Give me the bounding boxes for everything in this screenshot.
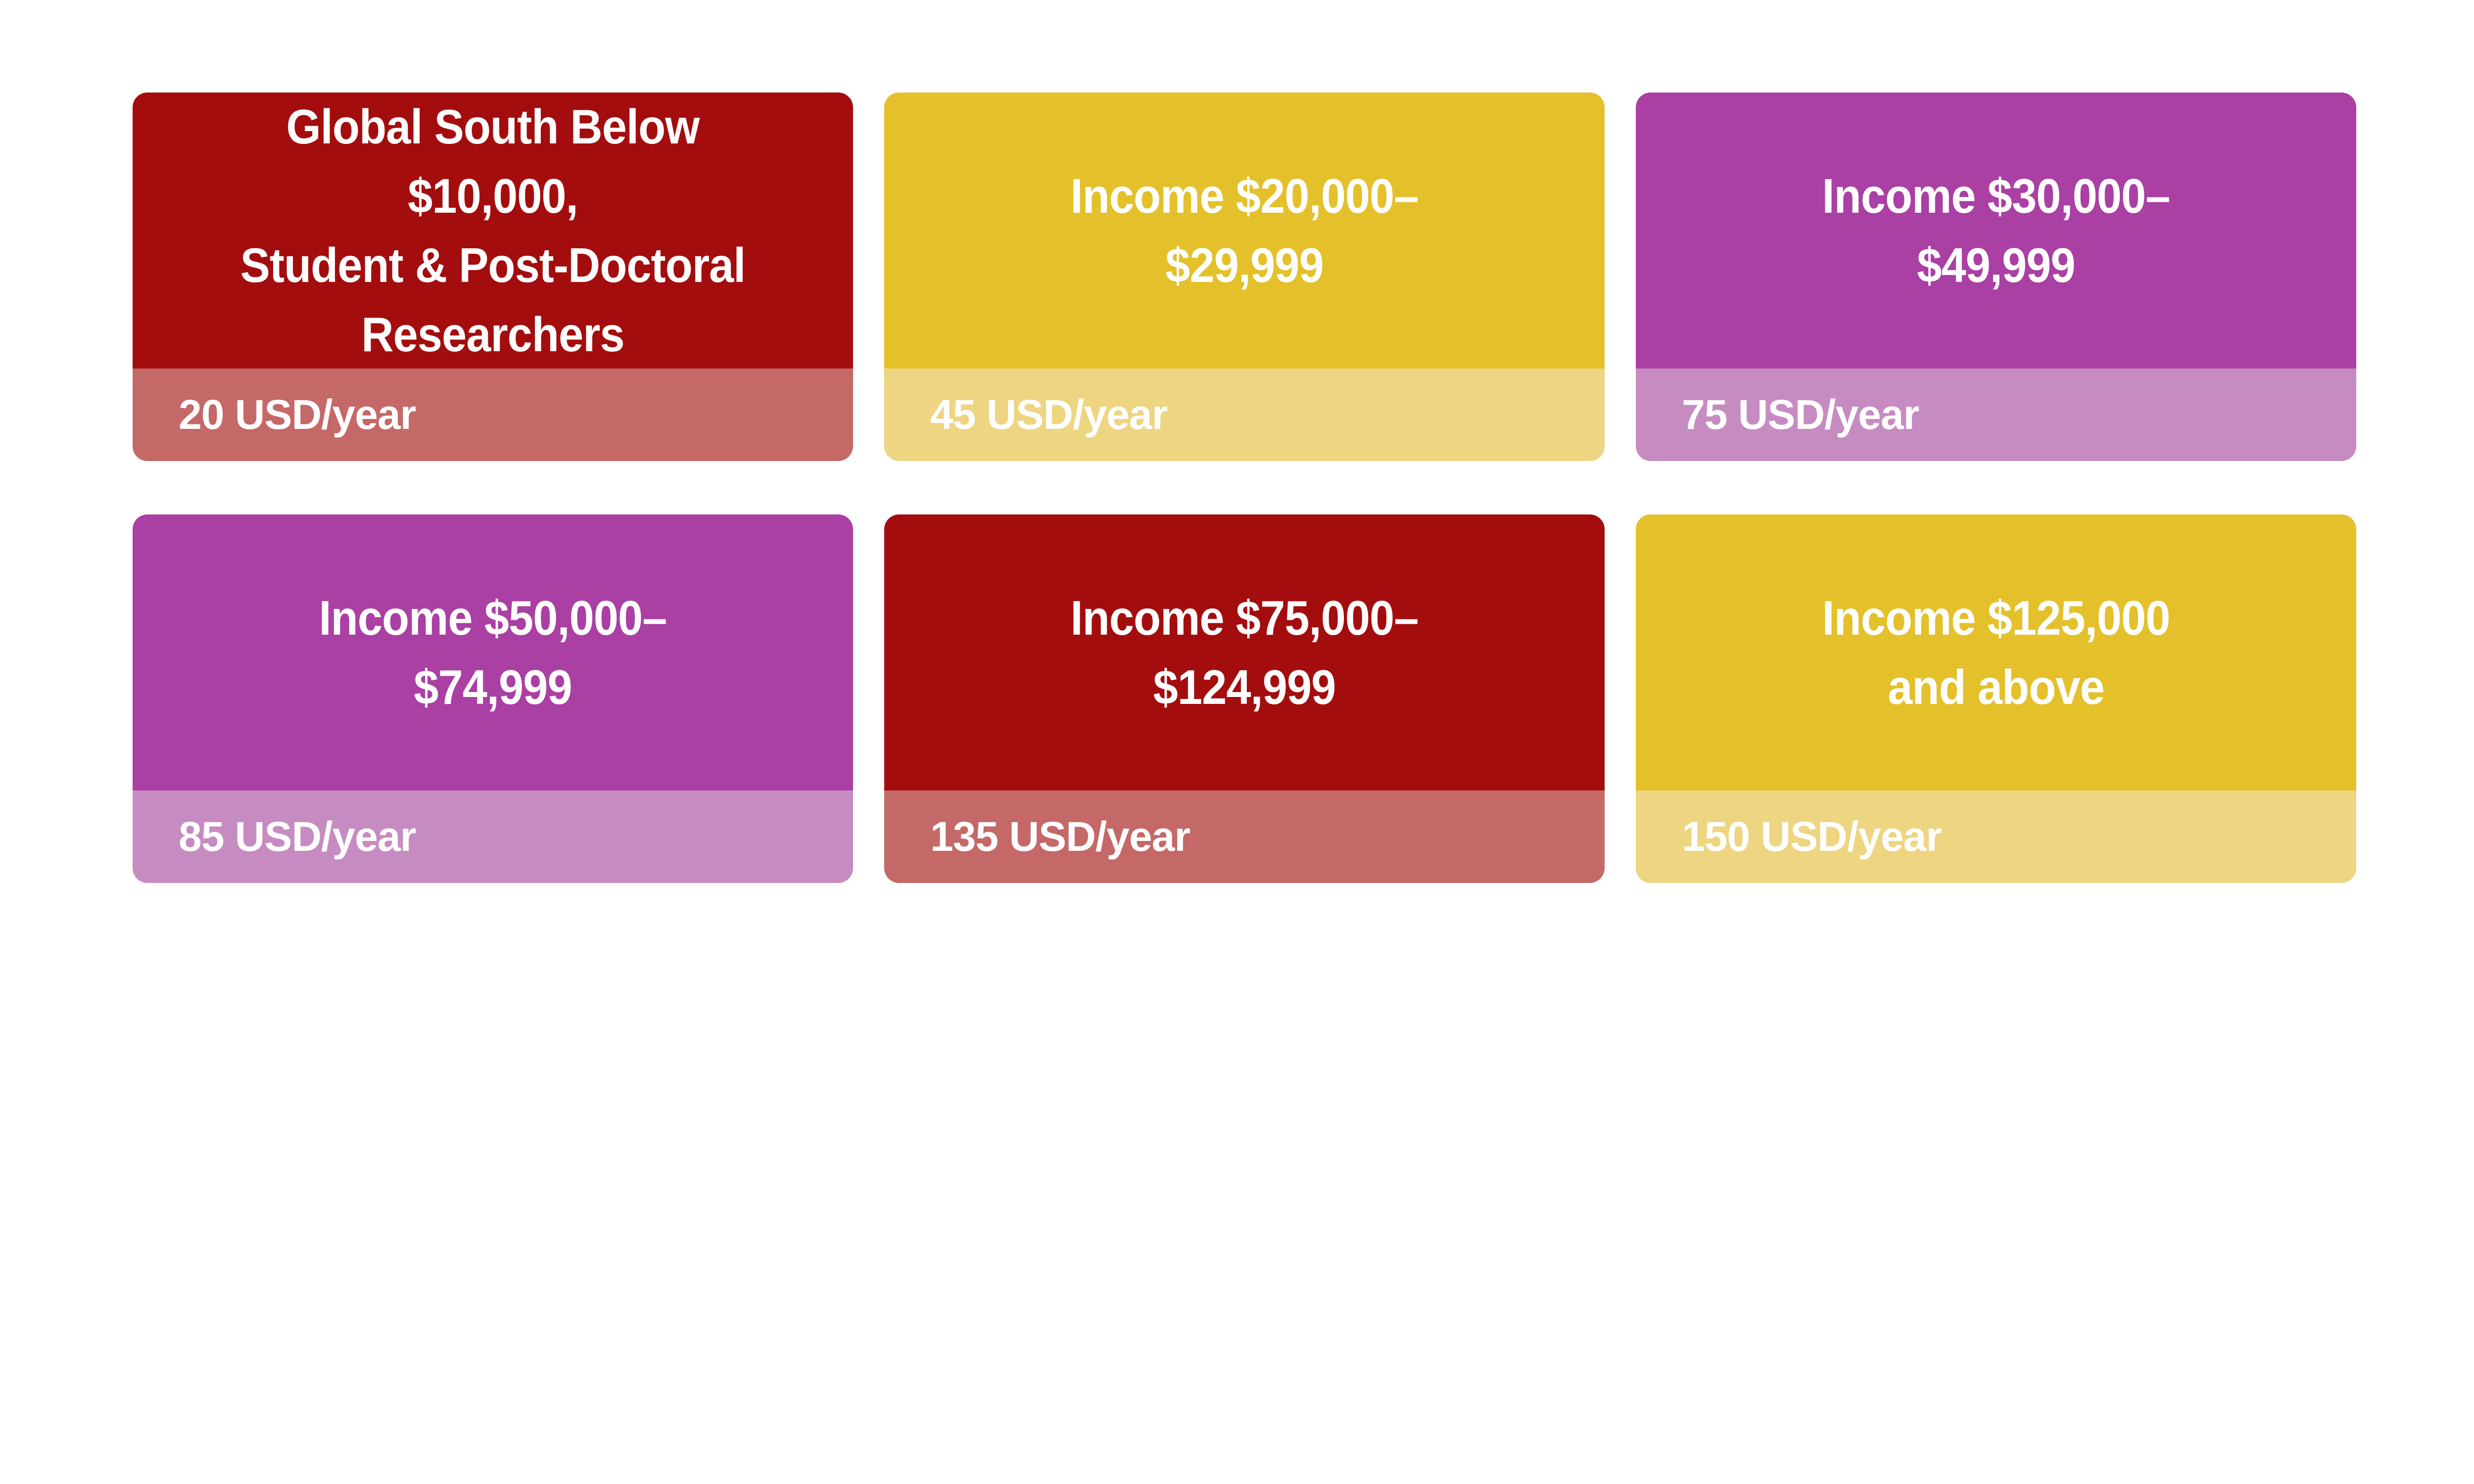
card-title: Income $20,000– $29,999 [884,161,1605,300]
card-title-line: Student & Post-Doctoral [240,238,746,292]
price-label: 20 USD/year [179,391,416,438]
membership-tier-card-4: Income $50,000– $74,999 85 USD/year [133,514,853,883]
membership-tier-card-1: Global South Below $10,000, Student & Po… [133,93,853,461]
card-header: Income $20,000– $29,999 [884,93,1605,369]
card-title: Global South Below $10,000, Student & Po… [133,93,853,369]
card-header: Income $50,000– $74,999 [133,514,853,790]
card-footer: 150 USD/year [1636,790,2356,883]
price-label: 45 USD/year [930,391,1168,438]
card-footer: 75 USD/year [1636,369,2356,461]
card-title: Income $50,000– $74,999 [133,583,853,722]
card-header: Income $30,000– $49,999 [1636,93,2356,369]
card-title-line: $49,999 [1917,238,2075,292]
card-footer: 135 USD/year [884,790,1605,883]
card-title-line: and above [1888,660,2105,714]
card-footer: 45 USD/year [884,369,1605,461]
card-title: Income $30,000– $49,999 [1636,161,2356,300]
card-title-line: $124,999 [1153,660,1336,714]
card-title-line: Income $125,000 [1822,591,2171,645]
membership-tier-card-2: Income $20,000– $29,999 45 USD/year [884,93,1605,461]
card-title-line: Researchers [361,307,624,362]
price-label: 75 USD/year [1682,391,1919,438]
card-header: Income $125,000 and above [1636,514,2356,790]
card-header: Income $75,000– $124,999 [884,514,1605,790]
membership-tier-card-3: Income $30,000– $49,999 75 USD/year [1636,93,2356,461]
card-header: Global South Below $10,000, Student & Po… [133,93,853,369]
card-title: Income $75,000– $124,999 [884,583,1605,722]
membership-tier-card-5: Income $75,000– $124,999 135 USD/year [884,514,1605,883]
card-title-line: Income $20,000– [1070,169,1419,223]
card-title-line: Income $50,000– [319,591,667,645]
card-title-line: $74,999 [414,660,572,714]
price-label: 85 USD/year [179,813,416,860]
card-title-line: Income $75,000– [1070,591,1419,645]
card-footer: 20 USD/year [133,369,853,461]
membership-tier-card-6: Income $125,000 and above 150 USD/year [1636,514,2356,883]
card-title-line: Global South Below [286,99,700,154]
card-footer: 85 USD/year [133,790,853,883]
price-label: 150 USD/year [1682,813,1942,860]
card-title-line: $10,000, [408,169,578,223]
card-title-line: $29,999 [1165,238,1324,292]
card-title-line: Income $30,000– [1822,169,2171,223]
pricing-grid: Global South Below $10,000, Student & Po… [133,93,2356,883]
price-label: 135 USD/year [930,813,1190,860]
card-title: Income $125,000 and above [1636,583,2356,722]
